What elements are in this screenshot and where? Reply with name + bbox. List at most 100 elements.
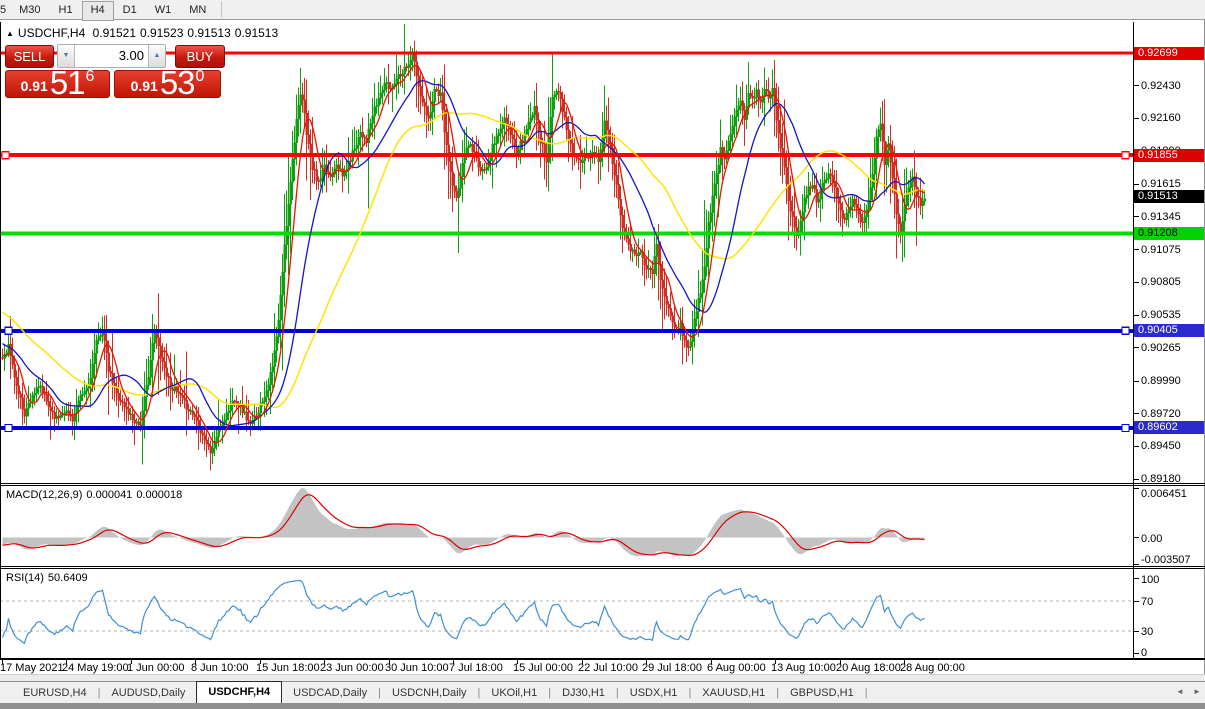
panel-separator[interactable] xyxy=(0,568,1205,569)
tab-separator: | xyxy=(477,687,481,699)
timeframe-toolbar: 5 M30 H1 H4 D1 W1 MN xyxy=(0,0,1205,21)
time-tick-mark xyxy=(775,660,776,664)
collapse-icon[interactable]: ▲ xyxy=(6,29,14,38)
rsi-panel-canvas[interactable] xyxy=(0,570,1133,658)
time-tick-mark xyxy=(517,660,518,664)
buy-price-big: 53 xyxy=(159,64,196,101)
toolbar-button-m30[interactable]: M30 xyxy=(19,4,41,16)
buy-price-sup: 0 xyxy=(195,68,205,85)
horizontal-scroll-strip[interactable] xyxy=(0,674,1205,681)
buy-price-panel[interactable]: 0.91 53 0 xyxy=(114,64,221,101)
rsi-label: RSI(14) 50.6409 xyxy=(6,572,88,584)
symbol-period: USDCHF,H4 xyxy=(17,26,86,40)
chart-tab-xauusd-h1[interactable]: XAUUSD,H1 xyxy=(702,687,766,699)
sell-button[interactable]: SELL xyxy=(5,44,54,68)
time-axis-label: 1 Jun 00:00 xyxy=(127,662,185,674)
tab-separator: | xyxy=(378,687,381,699)
ma-period-58 xyxy=(2,111,925,409)
time-tick-mark xyxy=(324,660,325,664)
time-axis-label: 15 Jul 00:00 xyxy=(513,662,573,674)
time-axis-label: 30 Jun 10:00 xyxy=(385,662,449,674)
chart-tab-dj30-h1[interactable]: DJ30,H1 xyxy=(562,687,605,699)
tab-scroll-right-button[interactable]: ► xyxy=(1193,687,1201,696)
time-axis-label: 28 Aug 00:00 xyxy=(900,662,965,674)
time-tick-mark xyxy=(582,660,583,664)
time-tick-mark xyxy=(195,660,196,664)
time-axis-label: 24 May 19:00 xyxy=(62,662,129,674)
rsi-line xyxy=(1,579,925,645)
macd-panel-canvas[interactable] xyxy=(0,487,1133,565)
toolbar-button-m5-partial[interactable]: 5 xyxy=(0,4,7,16)
volume-spinner: ▼ 3.00 ▲ xyxy=(57,44,166,68)
tab-separator: | xyxy=(615,687,619,699)
time-tick-mark xyxy=(2,660,3,664)
toolbar-separator xyxy=(221,0,223,17)
time-axis-label: 22 Jul 10:00 xyxy=(578,662,638,674)
chart-tab-usdcad-daily[interactable]: USDCAD,Daily xyxy=(293,687,368,699)
panel-separator[interactable] xyxy=(0,483,1205,484)
tab-separator: | xyxy=(864,687,868,699)
time-tick-mark xyxy=(646,660,647,664)
chart-tab-gbpusd-h1[interactable]: GBPUSD,H1 xyxy=(790,687,854,699)
time-tick-mark xyxy=(66,660,67,664)
one-click-trading-widget: SELL ▼ 3.00 ▲ BUY 0.91 51 6 0.91 53 0 xyxy=(5,44,225,101)
chart-title: ▲ USDCHF,H4 0.91521 0.91523 0.91513 0.91513 xyxy=(6,26,282,40)
sell-price-prefix: 0.91 xyxy=(20,78,48,94)
chart-tab-eurusd-h4[interactable]: EURUSD,H4 xyxy=(23,687,87,699)
volume-input[interactable]: 3.00 xyxy=(75,45,148,67)
toolbar-button-d1[interactable]: D1 xyxy=(122,4,137,16)
moving-averages xyxy=(2,64,926,444)
tab-separator: | xyxy=(688,687,692,699)
time-tick-mark xyxy=(131,660,132,664)
tab-scroll-left-button[interactable]: ◄ xyxy=(1176,687,1184,696)
time-axis-label: 6 Aug 00:00 xyxy=(707,662,766,674)
toolbar-button-w1[interactable]: W1 xyxy=(154,4,172,16)
time-axis-label: 23 Jun 00:00 xyxy=(320,662,384,674)
toolbar-button-h4[interactable]: H4 xyxy=(81,1,114,21)
tab-separator: | xyxy=(97,687,101,699)
sell-price-panel[interactable]: 0.91 51 6 xyxy=(5,66,110,99)
ohlc-open: 0.91521 xyxy=(92,26,136,40)
chart-left-border xyxy=(0,22,1,659)
chart-tab-usdx-h1[interactable]: USDX,H1 xyxy=(629,687,678,699)
ma-period-8 xyxy=(2,64,925,444)
price-chart-canvas[interactable] xyxy=(0,22,1133,483)
chart-tab-usdcnh-daily[interactable]: USDCNH,Daily xyxy=(391,687,467,699)
time-axis-label: 7 Jul 18:00 xyxy=(449,662,503,674)
time-tick-mark xyxy=(260,660,261,664)
ohlc-high: 0.91523 xyxy=(140,26,184,40)
chart-tab-usdchf-h4[interactable]: USDCHF,H4 xyxy=(196,681,283,703)
panel-separator[interactable] xyxy=(0,485,1205,486)
toolbar-button-mn[interactable]: MN xyxy=(189,4,207,16)
line-anchor xyxy=(4,326,13,335)
line-anchor xyxy=(1121,326,1130,335)
window-bottom-edge xyxy=(0,703,1205,709)
time-axis-label: 8 Jun 10:00 xyxy=(191,662,249,674)
line-anchor xyxy=(1121,423,1130,433)
tab-separator: | xyxy=(548,687,552,699)
ma-period-24 xyxy=(2,80,926,427)
panel-separator[interactable] xyxy=(0,566,1205,567)
time-axis-label: 17 May 2021 xyxy=(0,662,64,674)
ohlc-low: 0.91513 xyxy=(187,26,231,40)
buy-button[interactable]: BUY xyxy=(175,44,225,68)
buy-price-prefix: 0.91 xyxy=(130,78,158,94)
chart-tab-bar: EURUSD,H4 | AUDUSD,Daily USDCHF,H4 USDCAD,Da… xyxy=(0,681,1205,703)
chart-tab-audusd-daily[interactable]: AUDUSD,Daily xyxy=(111,687,186,699)
toolbar-button-h1[interactable]: H1 xyxy=(58,4,73,16)
volume-decrease-button[interactable]: ▼ xyxy=(58,45,75,67)
line-anchor xyxy=(4,423,13,433)
time-axis-label: 13 Aug 10:00 xyxy=(771,662,836,674)
chart-tab-ukoil-h1[interactable]: UKOil,H1 xyxy=(491,687,538,699)
macd-signal-line xyxy=(2,494,925,557)
line-anchor xyxy=(1,150,10,160)
macd-label: MACD(12,26,9) 0.000041 0.000018 xyxy=(6,489,183,501)
horizontal-lines xyxy=(0,51,1133,433)
time-axis-line xyxy=(0,658,1205,660)
time-tick-mark xyxy=(453,660,454,664)
macd-histogram xyxy=(2,488,925,557)
line-anchor xyxy=(1121,150,1130,160)
volume-increase-button[interactable]: ▲ xyxy=(148,45,165,67)
time-tick-mark xyxy=(904,660,905,664)
